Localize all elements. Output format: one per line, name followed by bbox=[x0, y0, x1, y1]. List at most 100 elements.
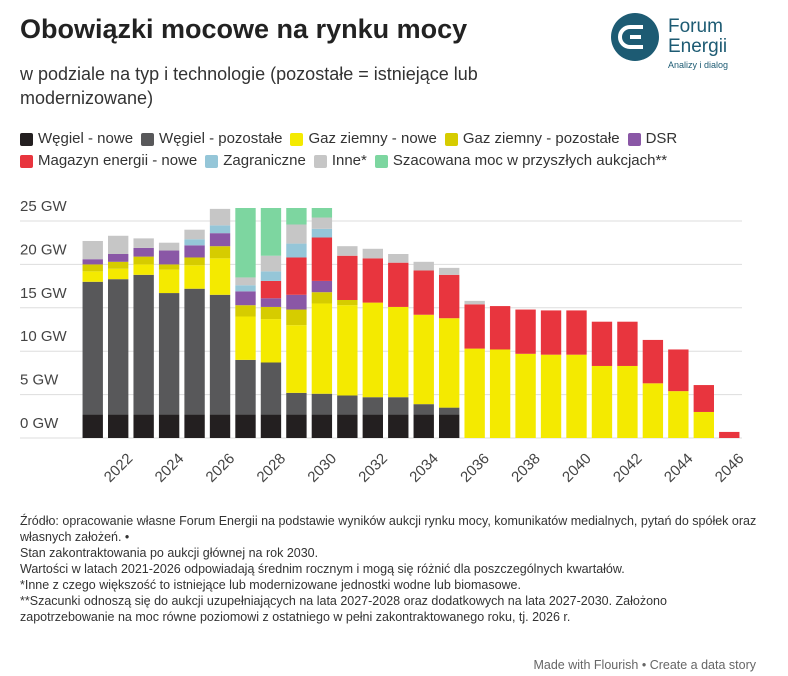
bar-segment bbox=[235, 316, 256, 360]
bar-segment bbox=[235, 291, 256, 306]
bar-segment bbox=[209, 414, 231, 438]
x-tick-label: 2028 bbox=[254, 450, 290, 486]
bar-segment bbox=[489, 349, 511, 438]
bar-segment bbox=[464, 304, 485, 349]
bar-segment bbox=[362, 397, 383, 415]
legend-item: Gaz ziemny - pozostałe bbox=[444, 128, 620, 150]
x-tick-label: 2024 bbox=[152, 450, 188, 486]
bar-segment bbox=[158, 242, 180, 251]
bar-segment bbox=[311, 292, 333, 304]
note: **Szacunki odnoszą się do aukcji uzupełn… bbox=[20, 594, 667, 624]
y-tick-label: 0 GW bbox=[20, 415, 59, 432]
bar-segment bbox=[286, 208, 307, 225]
bar-segment bbox=[108, 235, 129, 254]
legend-label: Zagraniczne bbox=[223, 152, 306, 169]
bar-segment bbox=[515, 309, 536, 354]
bar-segment bbox=[82, 259, 103, 265]
bar-segment bbox=[235, 359, 256, 415]
bar-segment bbox=[184, 229, 205, 240]
legend-swatch bbox=[313, 154, 327, 168]
bar-segment bbox=[540, 354, 562, 438]
chart: 0 GW 5 GW 10 GW 15 GW 20 GW 25 GW 2022 2024 2026… bbox=[20, 198, 747, 486]
note: Źródło: opracowanie własne Forum Energii… bbox=[20, 514, 757, 544]
bar-segment bbox=[108, 279, 129, 415]
bar-segment bbox=[311, 303, 333, 394]
x-tick-label: 2032 bbox=[355, 450, 391, 486]
bar-segment bbox=[235, 277, 256, 286]
bar-segment bbox=[362, 414, 383, 438]
bar-segment bbox=[617, 365, 638, 438]
logo-text: Energii bbox=[668, 36, 727, 57]
bar-segment bbox=[388, 414, 409, 438]
bar-segment bbox=[260, 271, 282, 281]
bar-segment bbox=[566, 354, 587, 438]
bar-segment bbox=[668, 349, 689, 392]
bar-segment bbox=[235, 414, 256, 438]
x-tick-label: 2034 bbox=[406, 450, 442, 486]
bar-segment bbox=[362, 258, 383, 303]
bar-segment bbox=[311, 280, 333, 293]
bar-segment bbox=[108, 268, 129, 280]
bar-segment bbox=[108, 261, 129, 269]
bar-segment bbox=[388, 397, 409, 415]
bar-segment bbox=[388, 254, 409, 263]
bar-segment bbox=[260, 319, 282, 363]
bar-segment bbox=[642, 339, 664, 384]
bar-segment bbox=[286, 414, 307, 438]
bar-segment bbox=[413, 404, 434, 415]
legend-item: Inne* bbox=[313, 150, 367, 172]
notes: Źródło: opracowanie własne Forum Energii… bbox=[20, 513, 760, 625]
bar-segment bbox=[464, 348, 485, 438]
bar-segment bbox=[337, 414, 358, 438]
bar-segment bbox=[82, 414, 103, 438]
bar-segment bbox=[489, 306, 511, 350]
legend-swatch bbox=[20, 154, 33, 168]
bar-segment bbox=[286, 224, 307, 244]
legend-label: Węgiel - pozostałe bbox=[159, 130, 283, 147]
bar-segment bbox=[439, 274, 460, 319]
bar-segment bbox=[158, 414, 180, 438]
y-tick-label: 15 GW bbox=[20, 285, 68, 302]
x-tick-label: 2042 bbox=[610, 450, 646, 486]
bar-segment bbox=[209, 294, 231, 415]
bar-segment bbox=[362, 248, 383, 259]
bar-segment bbox=[413, 314, 434, 405]
bar-segment bbox=[260, 414, 282, 438]
bar-segment bbox=[286, 243, 307, 258]
bar-segment bbox=[413, 261, 434, 271]
x-tick-label: 2026 bbox=[203, 450, 239, 486]
bar-segment bbox=[311, 217, 333, 229]
bar-segment bbox=[515, 353, 536, 438]
bar-segment bbox=[184, 239, 205, 246]
bar-segment bbox=[82, 281, 103, 415]
note: Wartości w latach 2021-2026 odpowiadają … bbox=[20, 562, 625, 576]
chart-subtitle: w podziale na typ i technologie (pozosta… bbox=[20, 64, 478, 108]
chart-title: Obowiązki mocowe na rynku mocy bbox=[20, 14, 468, 44]
bar-segment bbox=[209, 233, 231, 247]
legend-item: Gaz ziemny - nowe bbox=[290, 128, 437, 150]
bar-segment bbox=[413, 414, 434, 438]
logo-tagline: Analizy i dialog bbox=[668, 60, 728, 70]
bar-segment bbox=[260, 298, 282, 307]
bar-segment bbox=[133, 264, 154, 275]
bar-segment bbox=[235, 208, 256, 278]
bar-segment bbox=[311, 237, 333, 281]
bar-segment bbox=[337, 255, 358, 300]
x-tick-label: 2038 bbox=[508, 450, 544, 486]
bar-segment bbox=[642, 383, 664, 438]
bar-segment bbox=[184, 245, 205, 258]
bar-segment bbox=[158, 293, 180, 415]
legend-item: Węgiel - nowe bbox=[20, 128, 133, 150]
credit[interactable]: Made with Flourish • Create a data story bbox=[533, 658, 756, 672]
bar-segment bbox=[133, 238, 154, 248]
bar-segment bbox=[184, 414, 205, 438]
bar-segment bbox=[133, 247, 154, 257]
bar-segment bbox=[209, 258, 231, 295]
bar-segment bbox=[362, 302, 383, 398]
bar-segment bbox=[591, 321, 613, 366]
y-tick-label: 10 GW bbox=[20, 328, 68, 345]
bar-segment bbox=[311, 393, 333, 415]
note: Stan zakontraktowania po aukcji głównej … bbox=[20, 546, 319, 560]
legend-item: Szacowana moc w przyszłych aukcjach** bbox=[374, 150, 667, 172]
bar-segment bbox=[413, 270, 434, 315]
